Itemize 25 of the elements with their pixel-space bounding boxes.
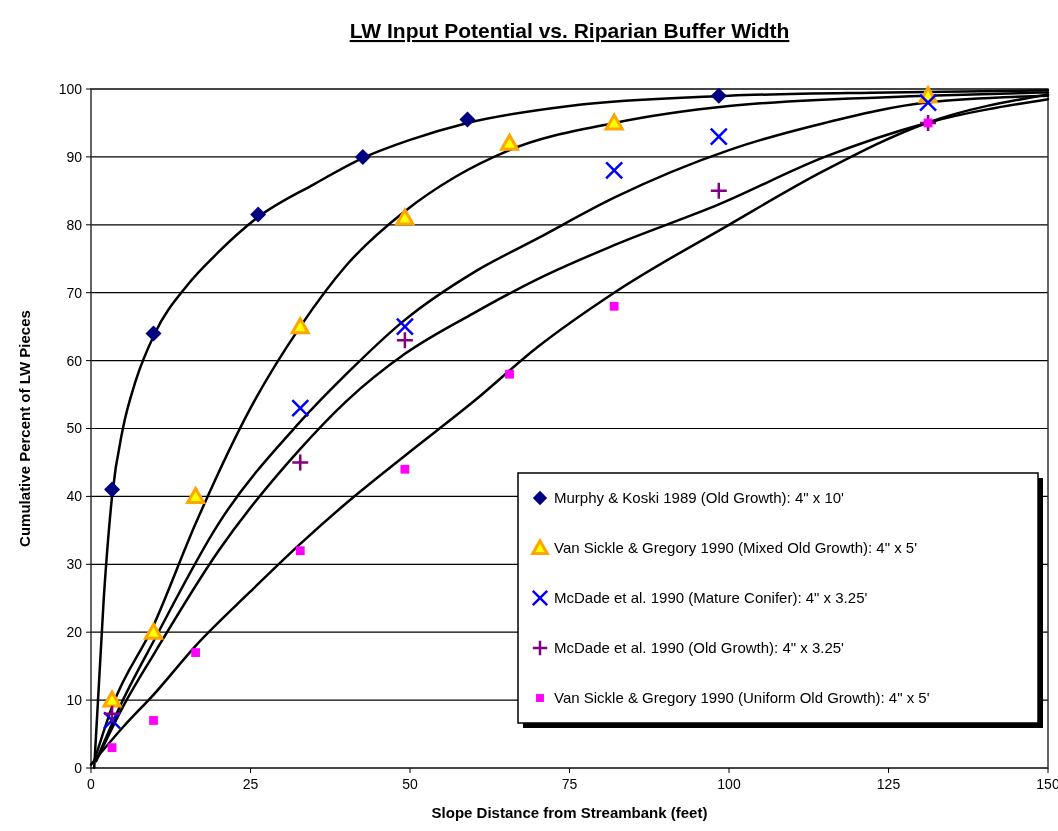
legend-label: McDade et al. 1990 (Old Growth): 4" x 3.25' [554, 639, 845, 657]
x-tick-label: 100 [717, 776, 741, 792]
x-tick-label: 50 [402, 776, 418, 792]
y-tick-label: 20 [66, 624, 83, 641]
y-tick-label: 90 [66, 148, 83, 165]
legend-label: McDade et al. 1990 (Mature Conifer): 4" x 3.25' [554, 589, 868, 607]
legend-label: Murphy & Koski 1989 (Old Growth): 4" x 10' [554, 489, 845, 507]
y-tick-label: 60 [66, 352, 83, 369]
y-tick-label: 70 [66, 284, 83, 301]
y-tick-label: 30 [66, 556, 83, 573]
legend-label: Van Sickle & Gregory 1990 (Uniform Old Growth): 4" x 5' [554, 689, 930, 707]
y-tick-label: 0 [74, 759, 83, 776]
y-tick-label: 40 [66, 488, 83, 505]
x-tick-label: 75 [561, 776, 578, 792]
x-tick-label: 25 [242, 776, 259, 792]
x-tick-label: 125 [876, 776, 901, 792]
x-tick-label: 0 [87, 776, 96, 792]
legend-label: Van Sickle & Gregory 1990 (Mixed Old Growth): 4" x 5' [554, 539, 918, 557]
y-tick-label: 80 [66, 216, 83, 233]
y-tick-label: 10 [66, 692, 83, 708]
y-tick-label: 100 [58, 80, 83, 97]
chart-title: LW Input Potential vs. Riparian Buffer Width [349, 19, 790, 42]
x-axis-title: Slope Distance from Streambank (feet) [431, 804, 708, 821]
y-tick-label: 50 [66, 420, 83, 437]
y-axis-title: Cumulative Percent of LW Pieces [16, 310, 33, 547]
